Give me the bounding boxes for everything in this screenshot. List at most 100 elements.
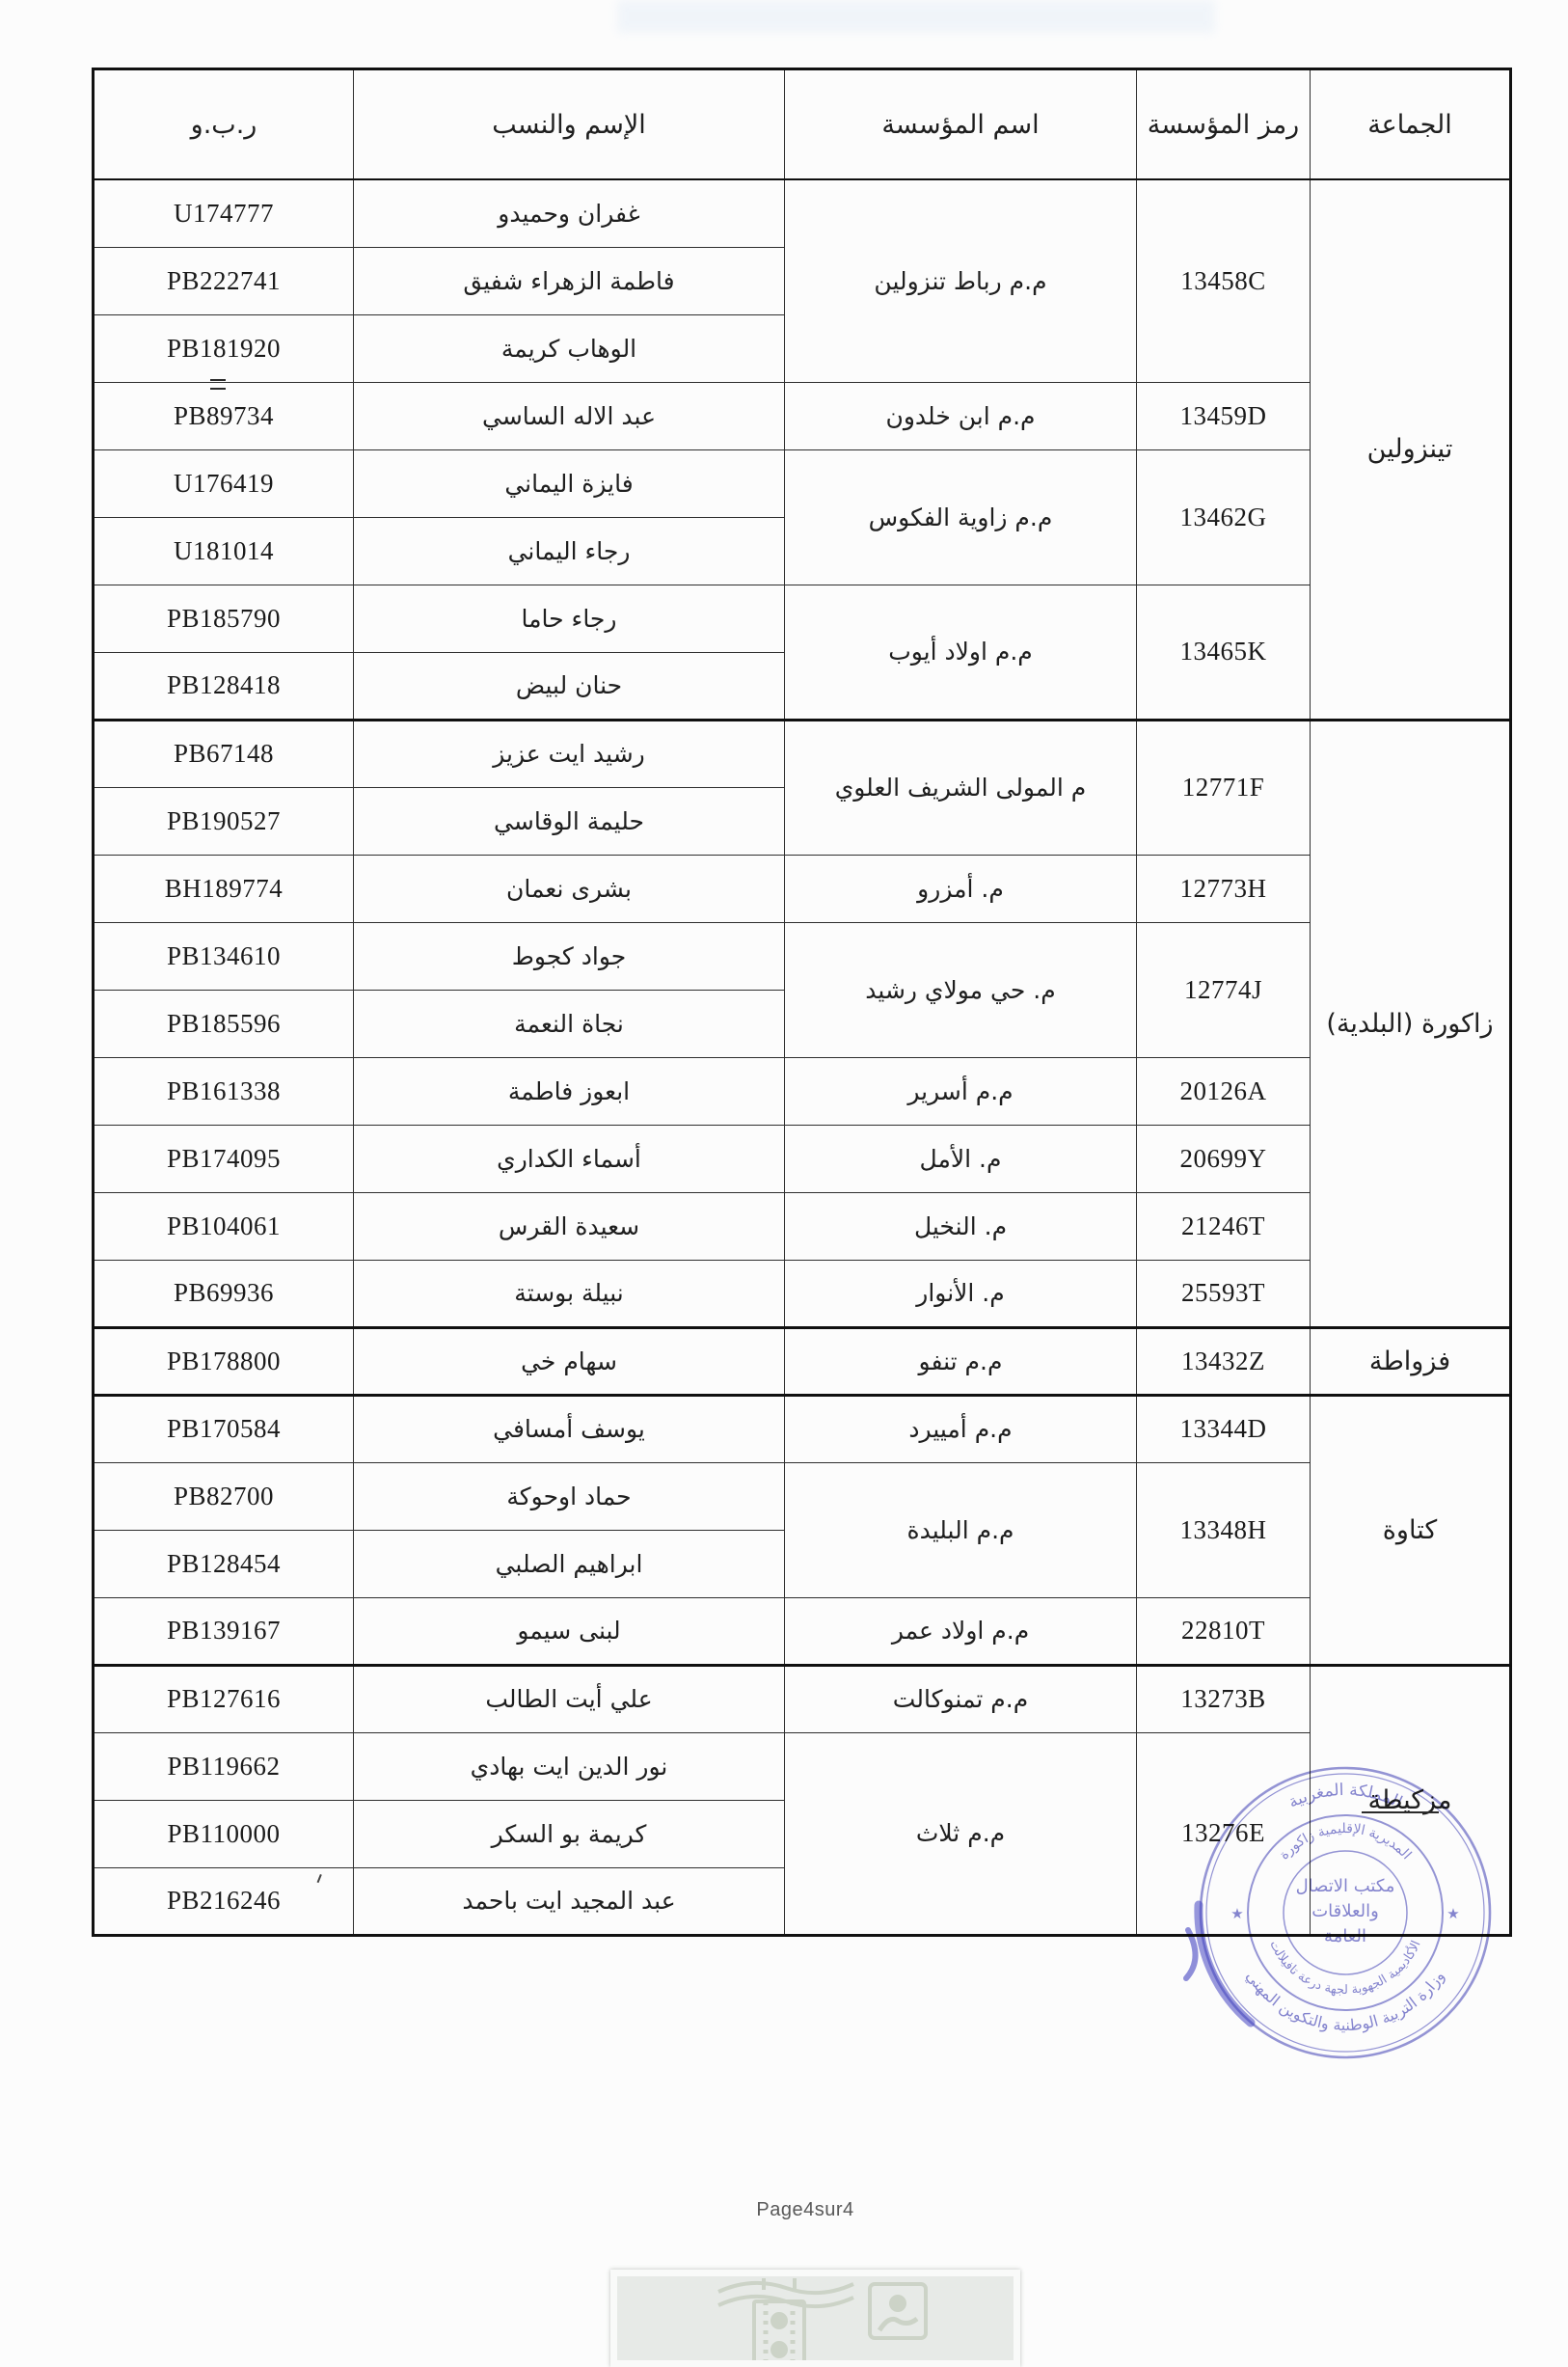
cin-cell: U181014 (93, 516, 354, 585)
table-row: حليمة الوقاسي PB190527 (93, 786, 1511, 856)
scan-next-page-strip (610, 2270, 1020, 2367)
inst-name-cell: م.م ابن خلدون (784, 381, 1137, 450)
person-name-cell: رشيد ايت عزيز (353, 718, 785, 788)
inst-code-cell: 13465K (1136, 584, 1311, 721)
table-row: كتاوة 13344D م.م أمييرد يوسف أمسافي PB17… (93, 1393, 1511, 1666)
scan-artifact-underline (1362, 1811, 1439, 1814)
person-name-cell: فايزة اليماني (353, 449, 785, 518)
col-header-cin: ر.ب.و (93, 68, 354, 180)
cin-cell: PB110000 (93, 1799, 354, 1868)
cin-cell: PB190527 (93, 786, 354, 856)
person-name-cell: يوسف أمسافي (353, 1393, 785, 1463)
person-name-cell: كريمة بو السكر (353, 1799, 785, 1868)
scan-artifact-band (617, 0, 1215, 33)
cin-cell: PB69936 (93, 1259, 354, 1328)
person-name-cell: عبد المجيد ايت باحمد (353, 1866, 785, 1936)
person-name-cell: نبيلة بوستة (353, 1259, 785, 1328)
table-row: عبد المجيد ايت باحمد PB216246 (93, 1866, 1511, 1936)
inst-code-cell: 21246T (1136, 1191, 1311, 1261)
inst-name-cell: م.م تنفو (784, 1325, 1137, 1396)
cin-cell: U174777 (93, 178, 354, 248)
inst-code-cell: 20126A (1136, 1056, 1311, 1126)
person-name-cell: علي أيت الطالب (353, 1663, 785, 1733)
inst-name-cell: م. الأمل (784, 1124, 1137, 1193)
cin-cell: PB128454 (93, 1529, 354, 1598)
inst-name-cell: م.م رباط تنزولين (784, 178, 1137, 383)
table-row: 13462G م.م زاوية الفكوس فايزة اليماني U1… (93, 449, 1511, 585)
cin-cell: PB216246 (93, 1866, 354, 1936)
inst-name-cell: م.م تمنوكالت (784, 1663, 1137, 1733)
group-cell: مزكيطة (1310, 1663, 1511, 1936)
person-name-cell: أسماء الكداري (353, 1124, 785, 1193)
inst-name-cell: م.م ثلاث (784, 1731, 1137, 1936)
person-name-cell: ابراهيم الصلبي (353, 1529, 785, 1598)
inst-name-cell: م. أمزرو (784, 854, 1137, 923)
stamp-inner-bottom-text: الأكاديمية الجهوية لجهة درعة تافيلالت (1266, 1938, 1423, 1998)
table-row: 13459D م.م ابن خلدون عبد الاله الساسي PB… (93, 381, 1511, 450)
inst-code-cell: 12773H (1136, 854, 1311, 923)
film-strip-icon (717, 2278, 854, 2360)
table-row: 20699Y م. الأمل أسماء الكداري PB174095 (93, 1124, 1511, 1193)
inst-code-cell: 12771F (1136, 718, 1311, 856)
person-name-cell: سهام خي (353, 1325, 785, 1396)
inst-name-cell: م. النخيل (784, 1191, 1137, 1261)
cin-cell: PB89734 (93, 381, 354, 450)
person-name-cell: حماد اوحوكة (353, 1461, 785, 1531)
inst-name-cell: م.م أسرير (784, 1056, 1137, 1126)
group-cell: كتاوة (1310, 1393, 1511, 1666)
inst-code-cell: 13459D (1136, 381, 1311, 450)
table-row: فاطمة الزهراء شفيق PB222741 (93, 246, 1511, 315)
cin-cell: PB104061 (93, 1191, 354, 1261)
table-row: ابراهيم الصلبي PB128454 (93, 1529, 1511, 1598)
person-name-cell: رجاء حاما (353, 584, 785, 653)
inst-name-cell: م.م البليدة (784, 1461, 1137, 1598)
inst-code-cell: 13458C (1136, 178, 1311, 383)
table-row: 13348H م.م البليدة حماد اوحوكة PB82700 (93, 1461, 1511, 1598)
person-name-cell: حنان لبيض (353, 651, 785, 721)
official-round-stamp: المملكة المغربية وزارة التربية الوطنية و… (1183, 1766, 1492, 2059)
cin-cell: PB67148 (93, 718, 354, 788)
inst-name-cell: م.م اولاد أيوب (784, 584, 1137, 721)
cin-cell: PB185790 (93, 584, 354, 653)
person-name-cell: عبد الاله الساسي (353, 381, 785, 450)
cin-cell: BH189774 (93, 854, 354, 923)
table-row: 21246T م. النخيل سعيدة القرس PB104061 (93, 1191, 1511, 1261)
person-name-cell: الوهاب كريمة (353, 313, 785, 383)
stamp-ink-blob (1183, 1900, 1256, 2027)
scan-artifact-mark (210, 379, 226, 390)
inst-name-cell: م.م زاوية الفكوس (784, 449, 1137, 585)
group-cell: فزواطة (1310, 1325, 1511, 1396)
table-row: 13276E م.م ثلاث نور الدين ايت بهادي PB11… (93, 1731, 1511, 1936)
staff-roster-table: الجماعة رمز المؤسسة اسم المؤسسة الإسم وا… (92, 68, 1512, 1937)
inst-name-cell: م. حي مولاي رشيد (784, 921, 1137, 1058)
inst-code-cell: 13432Z (1136, 1325, 1311, 1396)
inst-code-cell: 13273B (1136, 1663, 1311, 1733)
cin-cell: PB222741 (93, 246, 354, 315)
col-header-inst-code: رمز المؤسسة (1136, 68, 1311, 180)
person-name-cell: فاطمة الزهراء شفيق (353, 246, 785, 315)
inst-code-cell: 13348H (1136, 1461, 1311, 1598)
stamp-center-line2: والعلاقات (1311, 1901, 1379, 1921)
cin-cell: PB181920 (93, 313, 354, 383)
table-row: 22810T م.م اولاد عمر لبنى سيمو PB139167 (93, 1596, 1511, 1666)
cin-cell: PB134610 (93, 921, 354, 991)
stamp-star-left: ★ (1230, 1905, 1243, 1922)
person-name-cell: نجاة النعمة (353, 989, 785, 1058)
page-number: Page4sur4 (756, 2199, 854, 2220)
inst-name-cell: م المولى الشريف العلوي (784, 718, 1137, 856)
col-header-inst-name: اسم المؤسسة (784, 68, 1137, 180)
inst-name-cell: م. الأنوار (784, 1259, 1137, 1328)
table-row: 12773H م. أمزرو بشرى نعمان BH189774 (93, 854, 1511, 923)
cin-cell: PB170584 (93, 1393, 354, 1463)
inst-code-cell: 13462G (1136, 449, 1311, 585)
table-row: 20126A م.م أسرير ابعوز فاطمة PB161338 (93, 1056, 1511, 1126)
cin-cell: PB127616 (93, 1663, 354, 1733)
person-name-cell: ابعوز فاطمة (353, 1056, 785, 1126)
inst-name-cell: م.م أمييرد (784, 1393, 1137, 1463)
inst-code-cell: 13344D (1136, 1393, 1311, 1463)
cin-cell: PB82700 (93, 1461, 354, 1531)
table-header-row: الجماعة رمز المؤسسة اسم المؤسسة الإسم وا… (93, 68, 1511, 180)
inst-code-cell: 25593T (1136, 1259, 1311, 1328)
table-row: مزكيطة 13273B م.م تمنوكالت علي أيت الطال… (93, 1663, 1511, 1936)
